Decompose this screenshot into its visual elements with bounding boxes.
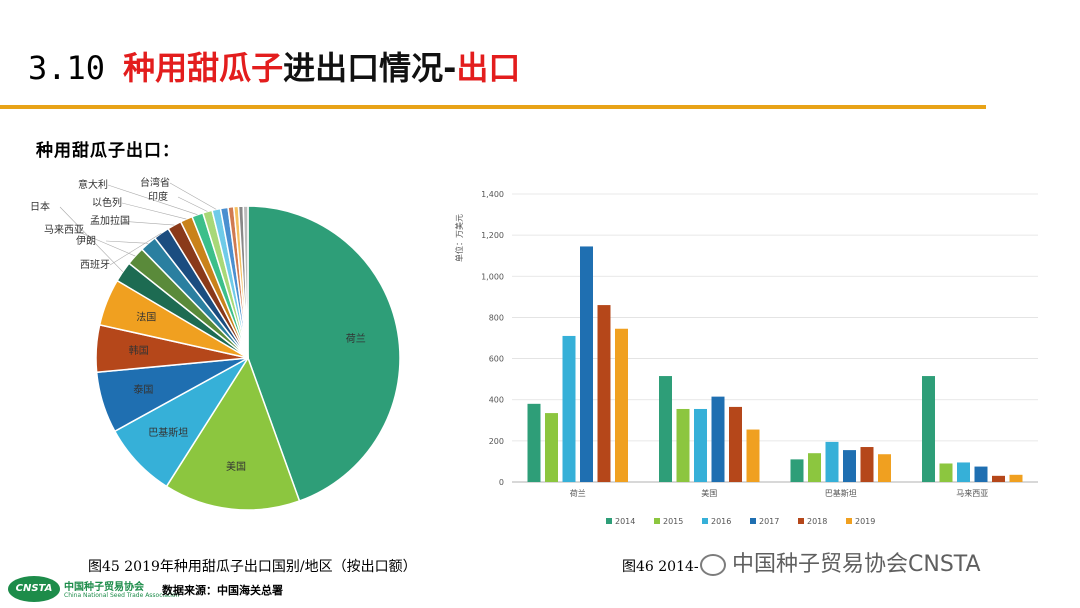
pie-slice-label: 意大利 [78,178,108,191]
bar [808,453,821,482]
y-tick-label: 1,000 [481,272,504,281]
pie-leader-line [59,206,124,272]
x-tick-label: 巴基斯坦 [825,488,857,498]
page-title: 3.10 种用甜瓜子进出口情况-出口 [28,46,520,90]
y-tick-label: 1,200 [481,231,504,240]
bar [729,406,742,482]
bar [957,462,970,482]
bar [676,408,690,482]
bar [746,429,760,482]
pie-leader-line [109,232,162,266]
legend-swatch [750,518,756,524]
legend-swatch [846,518,852,524]
bar [1009,474,1023,482]
bar [974,466,988,482]
legend-label: 2014 [615,517,635,526]
y-axis-label: 单位：万美元 [454,214,464,262]
bar [527,403,541,482]
pie-slice-label: 韩国 [129,344,149,357]
pie-slice-label: 法国 [136,311,156,324]
bar [825,441,839,482]
bar [939,463,953,482]
bar [843,450,856,482]
pie-leader-line [119,220,175,226]
wechat-watermark: 中国种子贸易协会CNSTA [700,546,981,578]
pie-leader-line [121,202,187,220]
cnsta-logo: CNSTA [8,576,60,602]
logo-english: China National Seed Trade Association [64,592,180,599]
legend-label: 2016 [711,517,731,526]
section-subtitle: 种用甜瓜子出口： [36,141,180,161]
legend-swatch [654,518,660,524]
bar [922,376,935,482]
pie-slice-label: 美国 [226,460,246,473]
legend-swatch [798,518,804,524]
bar [615,328,628,482]
pie-leader-line [169,182,217,210]
pie-slice-label: 泰国 [133,383,153,396]
y-tick-label: 0 [499,478,504,487]
legend-label: 2019 [855,517,875,526]
pie-slice-label: 伊朗 [76,235,96,247]
pie-slice-label: 荷兰 [346,332,366,345]
legend-label: 2017 [759,517,779,526]
section-number: 3.10 [28,49,106,87]
header-divider [0,105,986,109]
bar [878,454,891,482]
title-part-red-2: 出口 [456,49,521,87]
bar [790,459,804,482]
y-tick-label: 600 [489,355,504,364]
pie-caption: 图45 2019年种用甜瓜子出口国别/地区（按出口额） [88,559,417,575]
bar [694,408,707,482]
logo-name: 中国种子贸易协会 [64,582,144,593]
pie-slice-label: 印度 [148,190,168,203]
x-tick-label: 马来西亚 [956,489,988,498]
legend-swatch [606,518,612,524]
wechat-icon [700,554,726,576]
y-tick-label: 400 [489,396,504,405]
pie-slice-label: 孟加拉国 [90,214,130,227]
watermark-text: 中国种子贸易协会CNSTA [732,552,981,577]
pie-leader-line [107,184,198,215]
bar [597,305,611,482]
pie-slice [242,205,249,359]
pie-slice [247,205,401,502]
bar [545,413,558,482]
data-source: 数据来源：中国海关总署 [162,584,283,597]
x-tick-label: 荷兰 [570,488,586,498]
pie-slice-label: 西班牙 [80,259,110,271]
y-tick-label: 200 [489,437,504,446]
legend-swatch [702,518,708,524]
pie-leader-line [177,196,208,212]
pie-slice-label: 巴基斯坦 [148,426,188,439]
title-part-black: 进出口情况- [283,49,457,87]
pie-slice-label: 日本 [30,200,50,213]
pie-leader-line [73,229,136,257]
bar [992,475,1005,482]
bar [580,246,593,482]
bar [659,376,672,482]
pie-slice-label: 台湾省 [140,176,170,189]
pie-leader-line [105,240,149,244]
pie-slice [165,356,301,511]
legend-label: 2015 [663,517,683,526]
y-tick-label: 1,400 [481,190,504,199]
x-tick-label: 美国 [701,488,717,498]
legend-label: 2018 [807,517,827,526]
pie-slice-label: 马来西亚 [44,224,84,236]
pie-slice-label: 以色列 [92,196,122,209]
bar-caption: 图46 2014- [622,559,699,575]
title-part-red: 种用甜瓜子 [123,49,284,87]
bar [562,335,576,482]
bar [711,396,725,482]
y-tick-label: 800 [489,313,504,322]
bar [860,447,874,482]
